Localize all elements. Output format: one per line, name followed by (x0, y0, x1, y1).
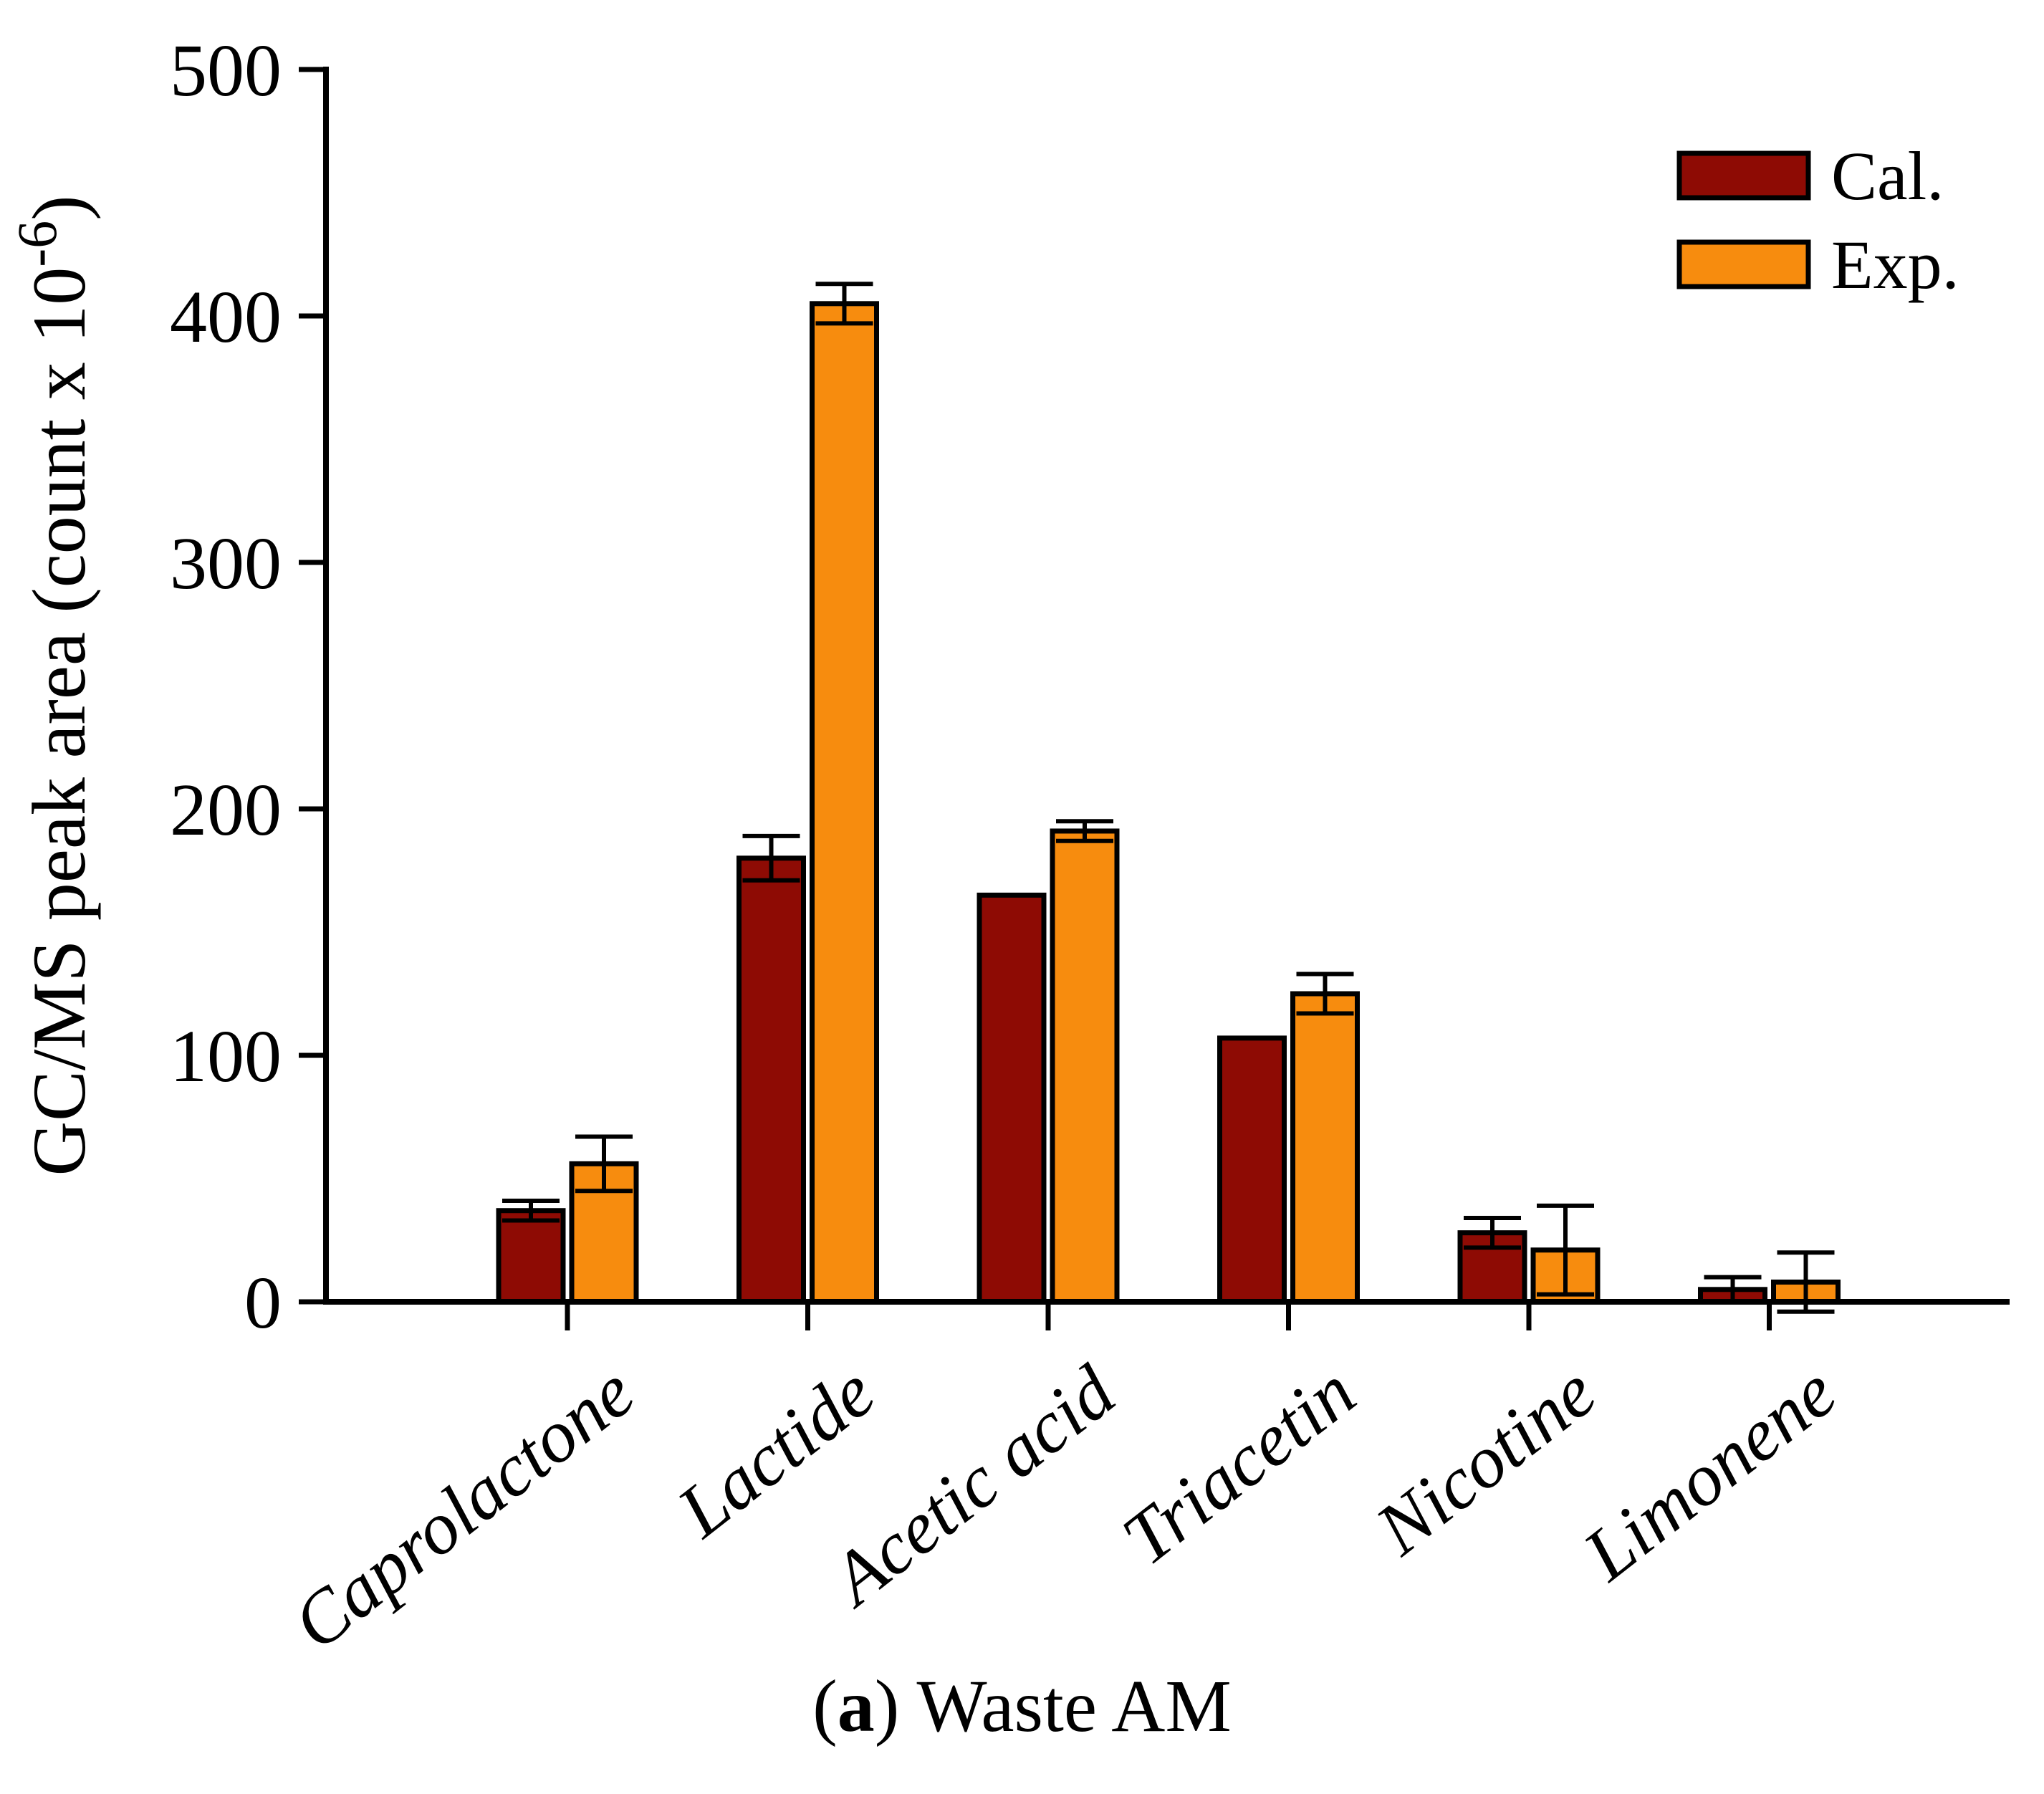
x-tick-label-lactide: Lactide (661, 1351, 889, 1554)
y-tick-label-500: 500 (170, 29, 282, 112)
figure-caption: (a) Waste AM (0, 1664, 2044, 1749)
x-tick-label-limonene: Limonene (1568, 1351, 1851, 1597)
x-tick-label-triacetin: Triacetin (1108, 1351, 1371, 1581)
error-bars-group (502, 282, 1835, 1314)
bar-triacetin-exp (1290, 991, 1360, 1305)
legend-label-exp: Exp. (1831, 226, 1959, 303)
legend-swatch-exp (1676, 239, 1811, 289)
bar-lactide-exp (810, 301, 879, 1305)
x-tick-label-caprolactone: Caprolactone (278, 1351, 649, 1666)
y-tick-label-200: 200 (170, 769, 282, 851)
caption-open: ( (812, 1665, 838, 1747)
y-tick-label-400: 400 (170, 276, 282, 358)
y-tick-label-100: 100 (170, 1015, 282, 1098)
y-tick-label-0: 0 (244, 1262, 282, 1344)
caption-letter: a (837, 1665, 875, 1747)
bar-acetic-acid-exp (1050, 828, 1120, 1305)
y-axis-title: GC/MS peak area (count x 10-6) (6, 195, 101, 1176)
y-tick-label-300: 300 (170, 522, 282, 605)
y-ticks-group: 0 100 200 300 400 500 (170, 29, 326, 1344)
caption-text: ) Waste AM (874, 1665, 1232, 1747)
legend-label-cal: Cal. (1831, 138, 1944, 214)
bar-caprolactone-cal (496, 1208, 566, 1305)
legend: Cal. Exp. (1676, 138, 1959, 303)
bar-triacetin-cal (1217, 1035, 1287, 1305)
axes-group (323, 67, 2010, 1305)
bars-group (496, 301, 1841, 1305)
bar-lactide-cal (736, 855, 806, 1305)
bar-acetic-acid-cal (977, 892, 1047, 1305)
legend-swatch-cal (1676, 150, 1811, 201)
